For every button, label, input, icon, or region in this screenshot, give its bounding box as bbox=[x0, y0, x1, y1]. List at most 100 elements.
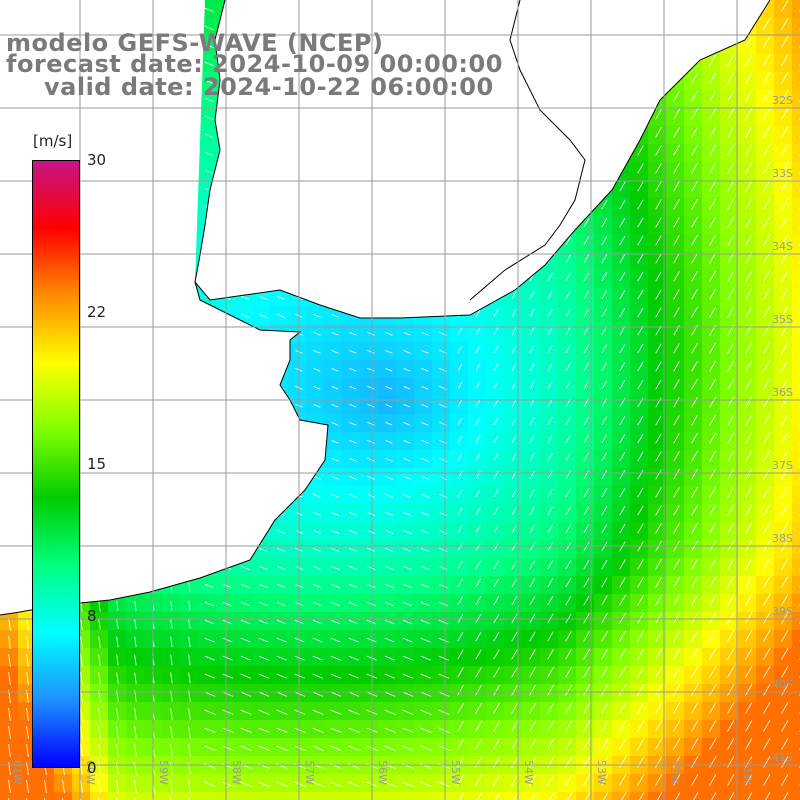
longitude-labels: 61W 60W 59W 58W 57W 56W 55W 54W 53W 52W 51W bbox=[11, 760, 754, 785]
wind-arrow bbox=[403, 511, 412, 516]
wind-arrow bbox=[170, 744, 173, 757]
wind-arrow bbox=[601, 326, 608, 336]
wind-arrow bbox=[330, 745, 342, 751]
wind-arrow bbox=[637, 433, 644, 444]
wind-arrow bbox=[204, 169, 214, 175]
wind-arrow bbox=[459, 792, 465, 800]
wind-arrow bbox=[583, 416, 589, 426]
wind-arrow bbox=[170, 618, 173, 629]
wind-arrow bbox=[349, 457, 357, 462]
wind-arrow bbox=[493, 363, 499, 371]
wind-cell bbox=[270, 792, 289, 800]
wind-arrow bbox=[547, 380, 553, 389]
wind-arrow bbox=[565, 452, 571, 462]
wind-arrow bbox=[134, 726, 137, 739]
wind-arrow bbox=[709, 432, 717, 444]
longitude-label: 55W bbox=[449, 760, 462, 785]
wind-arrow bbox=[188, 708, 191, 720]
wind-arrow bbox=[330, 547, 340, 552]
wind-arrow bbox=[421, 493, 430, 498]
wind-cell bbox=[792, 0, 800, 19]
wind-arrow bbox=[583, 577, 590, 588]
wind-arrow bbox=[222, 637, 233, 643]
wind-arrow bbox=[619, 217, 626, 228]
colorbar-units: [m/s] bbox=[33, 132, 73, 150]
wind-arrow bbox=[421, 475, 429, 480]
wind-arrow bbox=[457, 381, 463, 389]
wind-arrow bbox=[204, 79, 214, 85]
wind-arrow bbox=[565, 362, 571, 371]
wind-arrow bbox=[8, 779, 11, 793]
wind-arrow bbox=[438, 529, 448, 534]
wind-arrow bbox=[655, 505, 662, 516]
wind-arrow bbox=[763, 738, 771, 750]
wind-arrow bbox=[276, 745, 288, 751]
wind-arrow bbox=[475, 578, 482, 588]
wind-arrow bbox=[583, 470, 590, 480]
wind-arrow bbox=[511, 649, 518, 660]
wind-arrow bbox=[511, 399, 517, 407]
wind-cell bbox=[54, 792, 73, 800]
wind-arrow bbox=[727, 162, 735, 174]
wind-arrow bbox=[367, 493, 375, 498]
wind-arrow bbox=[98, 779, 101, 793]
wind-arrow bbox=[384, 673, 396, 679]
wind-arrow bbox=[565, 560, 572, 570]
wind-arrow bbox=[619, 199, 626, 210]
wind-arrow bbox=[745, 432, 753, 444]
wind-arrow bbox=[565, 738, 573, 750]
wind-arrow bbox=[637, 648, 645, 660]
wind-arrow bbox=[691, 307, 698, 318]
wind-arrow bbox=[547, 631, 554, 642]
wind-arrow bbox=[727, 234, 735, 246]
wind-arrow bbox=[727, 378, 735, 390]
wind-arrow bbox=[619, 344, 626, 354]
wind-arrow bbox=[727, 576, 735, 588]
wind-arrow bbox=[619, 505, 626, 516]
wind-arrow bbox=[26, 779, 29, 793]
wind-arrow bbox=[691, 720, 699, 732]
wind-arrow bbox=[637, 325, 644, 336]
wind-arrow bbox=[493, 309, 499, 317]
wind-arrow bbox=[637, 702, 645, 714]
latitude-label: 32S bbox=[772, 94, 793, 107]
wind-arrow bbox=[367, 403, 375, 408]
wind-arrow bbox=[709, 288, 716, 300]
wind-arrow bbox=[727, 360, 735, 372]
wind-arrow bbox=[619, 738, 627, 750]
wind-arrow bbox=[475, 345, 481, 353]
wind-arrow bbox=[402, 781, 415, 788]
wind-arrow bbox=[673, 217, 680, 228]
wind-arrow bbox=[330, 565, 340, 571]
wind-arrow bbox=[763, 432, 771, 444]
wind-arrow bbox=[691, 630, 699, 642]
wind-arrow bbox=[493, 345, 499, 353]
wind-arrow bbox=[547, 488, 553, 498]
wind-arrow bbox=[529, 506, 535, 516]
wind-arrow bbox=[475, 506, 481, 515]
wind-arrow bbox=[691, 162, 699, 174]
wind-arrow bbox=[529, 738, 537, 750]
wind-arrow bbox=[313, 313, 321, 318]
wind-arrow bbox=[313, 475, 321, 480]
wind-arrow bbox=[709, 576, 717, 588]
wind-cell bbox=[792, 630, 800, 649]
wind-arrow bbox=[655, 523, 662, 534]
wind-cell bbox=[792, 306, 800, 325]
wind-arrow bbox=[763, 630, 771, 642]
wind-cell bbox=[468, 792, 487, 800]
wind-arrow bbox=[585, 792, 591, 800]
wind-arrow bbox=[457, 507, 463, 515]
wind-arrow bbox=[781, 576, 789, 588]
wind-arrow bbox=[781, 162, 789, 174]
wind-arrow bbox=[781, 0, 789, 12]
wind-cell bbox=[360, 792, 379, 800]
wind-cell bbox=[450, 792, 469, 800]
wind-arrow bbox=[691, 558, 699, 570]
wind-arrow bbox=[763, 288, 771, 300]
wind-cell bbox=[792, 270, 800, 289]
wind-arrow bbox=[204, 151, 214, 157]
wind-arrow bbox=[403, 349, 411, 354]
wind-arrow bbox=[727, 756, 735, 768]
wind-arrow bbox=[331, 313, 339, 318]
